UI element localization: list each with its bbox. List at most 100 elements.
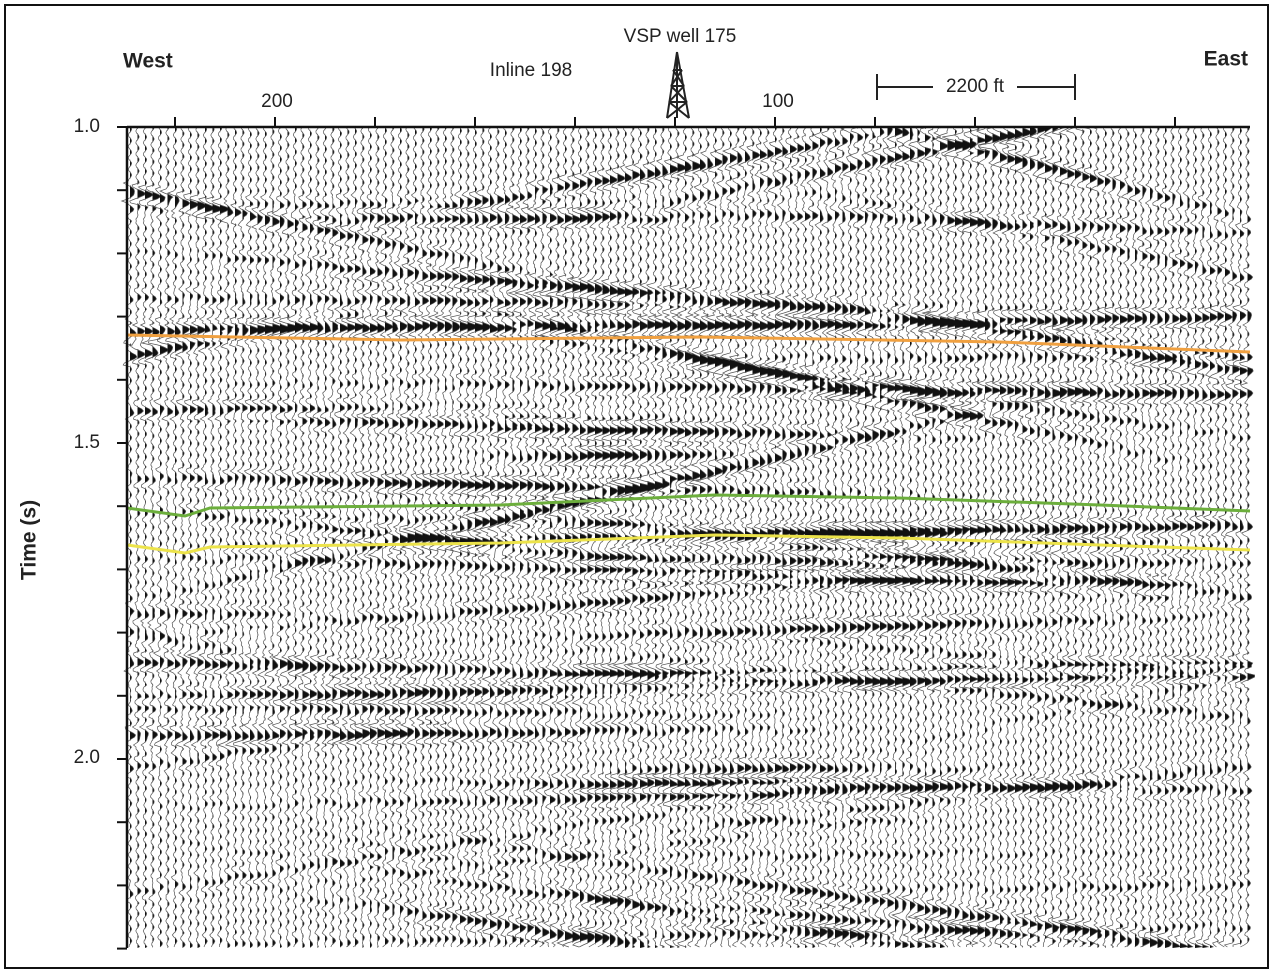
trace-wiggle	[260, 126, 284, 948]
trace-fill	[400, 127, 409, 948]
trace-wiggle	[224, 126, 242, 948]
left-axis-title: Time (s)	[18, 500, 41, 580]
trace-wiggle	[211, 126, 230, 948]
trace-wiggle	[539, 126, 559, 948]
trace-fill	[340, 127, 349, 948]
trace-wiggle	[1019, 126, 1041, 948]
trace-wiggle	[477, 126, 500, 948]
trace-fill	[1067, 127, 1078, 948]
trace-wiggle	[441, 126, 463, 948]
trace-wiggle	[1232, 126, 1248, 948]
trace-wiggle	[277, 126, 300, 948]
trace-fill	[1135, 127, 1143, 948]
trace-fill	[182, 127, 190, 948]
trace-wiggle	[1050, 126, 1071, 948]
trace-wiggle	[376, 126, 394, 948]
trace-wiggle	[465, 126, 486, 948]
trace-fill	[1052, 127, 1062, 948]
trace-wiggle	[286, 126, 305, 948]
trace-fill	[190, 127, 199, 948]
scale-bar: 2200 ft	[876, 74, 1076, 100]
trace-fill	[685, 127, 694, 948]
trace-wiggle	[1194, 126, 1210, 948]
trace-wiggle	[1117, 126, 1135, 948]
well-derrick	[666, 51, 690, 119]
trace-wiggle	[140, 126, 161, 948]
trace-fill	[557, 127, 567, 948]
trace-fill	[1105, 127, 1113, 948]
trace-wiggle	[248, 126, 269, 948]
trace-wiggle	[315, 126, 332, 948]
well-label: VSP well 175	[624, 26, 737, 47]
trace-fill	[422, 127, 435, 948]
trace-wiggle	[1055, 126, 1079, 948]
trace-fill	[565, 127, 574, 948]
trace-wiggle	[1096, 126, 1113, 948]
trace-wiggle	[576, 126, 598, 948]
trace-wiggle	[1156, 126, 1176, 948]
trace-wiggle	[719, 126, 741, 948]
trace-wiggle	[157, 126, 176, 948]
horizons	[126, 333, 1251, 555]
trace-fill	[197, 127, 207, 948]
trace-fill	[1232, 127, 1241, 948]
trace-wiggle	[195, 126, 215, 948]
trace-fill	[722, 127, 734, 948]
trace-wiggle	[331, 126, 349, 948]
trace-wiggle	[507, 126, 528, 948]
trace-fill	[175, 127, 183, 948]
trace-wiggle	[1088, 126, 1106, 948]
trace-fill	[467, 127, 478, 948]
trace-fill	[640, 127, 653, 948]
trace-fill	[700, 127, 710, 948]
trace-fill	[152, 127, 161, 948]
trace-fill	[572, 127, 582, 948]
trace-wiggle	[360, 126, 379, 948]
east-label: East	[1204, 48, 1248, 71]
trace-wiggle	[552, 126, 575, 948]
west-label: West	[123, 50, 173, 73]
trace-fill	[595, 127, 604, 948]
trace-wiggle	[433, 126, 455, 948]
trace-wiggle	[307, 126, 326, 948]
trace-wiggle	[1103, 126, 1120, 948]
trace-wiggle	[496, 126, 514, 948]
trace-wiggle	[216, 126, 235, 948]
trace-fill	[392, 127, 402, 948]
trace-wiggle	[165, 126, 184, 948]
trace-wiggle	[532, 126, 552, 948]
trace-wiggle	[1202, 126, 1218, 948]
trace-wiggle	[293, 126, 313, 948]
trace-wiggle	[267, 126, 293, 948]
trace-fill	[250, 127, 259, 948]
trace-wiggle	[486, 126, 507, 948]
trace-fill	[272, 127, 284, 948]
trace-wiggle	[352, 126, 371, 948]
trace-wiggle	[1149, 126, 1166, 948]
trace-wiggle	[1208, 126, 1225, 948]
trace-wiggle	[301, 127, 320, 948]
left-tick-label: 2.0	[74, 747, 100, 768]
trace-wiggle	[381, 126, 403, 948]
trace-wiggle	[1238, 126, 1255, 948]
trace-wiggle	[367, 126, 387, 948]
trace-wiggle	[545, 126, 567, 948]
trace-fill	[160, 127, 168, 948]
trace-wiggle	[710, 126, 735, 948]
left-tick-label: 1.5	[74, 432, 100, 453]
horizon	[126, 333, 1251, 354]
trace-fill	[137, 127, 146, 948]
trace-wiggle	[1164, 126, 1181, 948]
trace-wiggle	[391, 126, 410, 948]
top-tick-label: 200	[261, 91, 293, 112]
trace-wiggle	[599, 126, 620, 948]
trace-wiggle	[918, 126, 945, 947]
trace-fill	[527, 127, 536, 948]
trace-wiggle	[324, 126, 342, 948]
trace-wiggle	[1080, 126, 1100, 948]
trace-wiggle	[694, 126, 721, 948]
trace-wiggle	[514, 126, 536, 948]
trace-wiggle	[1223, 126, 1241, 948]
trace-fill	[1217, 127, 1225, 948]
